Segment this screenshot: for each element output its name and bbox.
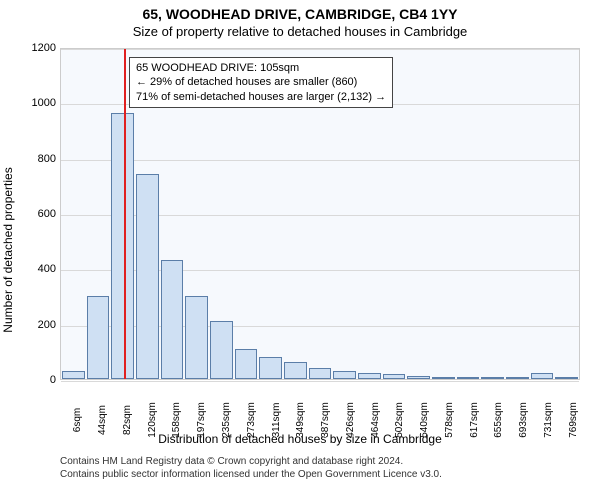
- y-tick-label: 800: [26, 153, 56, 165]
- histogram-bar: [87, 296, 110, 379]
- page-subtitle: Size of property relative to detached ho…: [0, 24, 600, 39]
- grid-line: [61, 381, 579, 382]
- histogram-bar: [555, 377, 578, 379]
- histogram-bar: [284, 362, 307, 379]
- bar-slot: [554, 49, 579, 379]
- attribution-line-1: Contains HM Land Registry data © Crown c…: [60, 456, 580, 469]
- annotation-line-3: 71% of semi-detached houses are larger (…: [136, 90, 386, 104]
- histogram-bar: [383, 374, 406, 379]
- y-tick-label: 400: [26, 263, 56, 275]
- bar-slot: [431, 49, 456, 379]
- chart-annotation-box: 65 WOODHEAD DRIVE: 105sqm ← 29% of detac…: [129, 57, 393, 108]
- bar-slot: [480, 49, 505, 379]
- y-tick-label: 1200: [26, 42, 56, 54]
- histogram-bar: [259, 357, 282, 379]
- attribution-text: Contains HM Land Registry data © Crown c…: [60, 456, 580, 481]
- histogram-bar: [111, 113, 134, 379]
- y-tick-label: 600: [26, 208, 56, 220]
- histogram-bar: [481, 377, 504, 379]
- histogram-bar: [432, 377, 455, 379]
- histogram-bar: [136, 174, 159, 379]
- histogram-bar: [531, 373, 554, 379]
- chart-plot-area: 65 WOODHEAD DRIVE: 105sqm ← 29% of detac…: [60, 48, 580, 380]
- histogram-bar: [506, 377, 529, 379]
- bar-slot: [530, 49, 555, 379]
- histogram-bar: [235, 349, 258, 379]
- x-tick-label: 44sqm: [97, 405, 108, 435]
- histogram-bar: [210, 321, 233, 379]
- annotation-line-2: ← 29% of detached houses are smaller (86…: [136, 75, 386, 89]
- bar-slot: [456, 49, 481, 379]
- attribution-line-2: Contains public sector information licen…: [60, 469, 580, 482]
- y-tick-label: 1000: [26, 97, 56, 109]
- bar-slot: [61, 49, 86, 379]
- annotation-line-1: 65 WOODHEAD DRIVE: 105sqm: [136, 61, 386, 75]
- histogram-bar: [407, 376, 430, 379]
- x-tick-label: 6sqm: [72, 408, 83, 432]
- histogram-bar: [333, 371, 356, 379]
- histogram-bar: [309, 368, 332, 379]
- y-tick-label: 0: [26, 374, 56, 386]
- y-tick-label: 200: [26, 319, 56, 331]
- histogram-bar: [185, 296, 208, 379]
- histogram-bar: [457, 377, 480, 379]
- bar-slot: [505, 49, 530, 379]
- page-title: 65, WOODHEAD DRIVE, CAMBRIDGE, CB4 1YY: [0, 6, 600, 22]
- histogram-bar: [161, 260, 184, 379]
- bar-slot: [86, 49, 111, 379]
- x-tick-label: 82sqm: [122, 405, 133, 435]
- chart-reference-line: [124, 49, 126, 379]
- bar-slot: [406, 49, 431, 379]
- histogram-bar: [62, 371, 85, 379]
- histogram-bar: [358, 373, 381, 379]
- y-axis-label: Number of detached properties: [1, 167, 15, 332]
- x-axis-label: Distribution of detached houses by size …: [0, 432, 600, 446]
